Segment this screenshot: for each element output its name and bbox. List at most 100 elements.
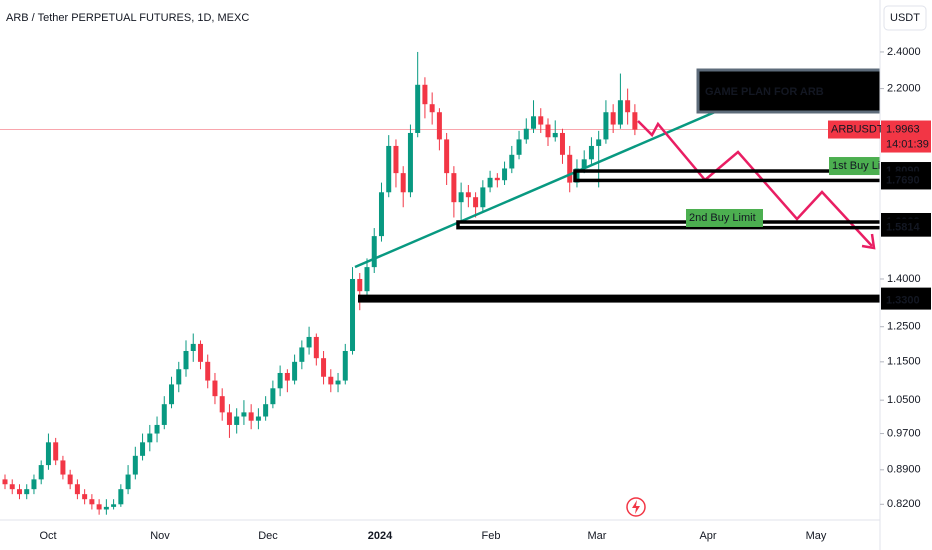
buy-zone [573,169,880,183]
zone-label-bg [829,157,880,176]
annotation-bg [696,68,880,114]
candle-body [407,132,413,193]
candle-body [169,384,175,405]
candle-body [190,343,196,351]
candle-body [603,112,609,140]
y-tick-label: 0.9700 [887,427,921,439]
currency[interactable]: USDT [890,12,920,24]
candle-body [342,350,348,381]
candle-body [53,442,59,461]
x-tick-label: Nov [150,530,170,542]
candle-body [306,336,312,348]
candle-body [270,388,276,405]
candle-body [494,177,500,181]
zone-label: 2nd Buy Limit [689,212,756,224]
candle-body [111,504,117,507]
plot-area: 1st Buy Limit 2nd Buy Limit GAME PLAN FOR … [0,51,880,515]
candle-body [321,358,327,377]
candle-body [161,404,167,425]
candle-body [263,404,269,417]
candle-body [284,372,290,381]
candle-body [400,173,406,193]
x-tick-label: Mar [588,530,607,542]
candle-body [248,412,254,421]
candle-body [567,154,573,183]
candle-body [147,433,153,443]
y-tick-label: 1.2500 [887,321,921,333]
candle-body [625,100,631,113]
candle-body [89,499,95,505]
candle-body [226,412,232,425]
candle-body [480,187,486,208]
candle-body [31,479,37,490]
symbol-label: ARBUSDT.P [831,123,893,135]
last-price-label: 1.9963 [886,123,920,135]
price-label-bg [881,291,931,310]
candle-body [2,479,8,485]
countdown-label: 14:01:39 [886,138,929,150]
candle-body [531,116,537,129]
y-tick-label: 2.4000 [887,46,921,58]
candle-body [299,347,305,362]
candle-body [364,267,370,292]
candle-body [140,442,146,456]
candle-body [357,278,363,292]
candle-body [67,474,73,485]
projection-arrow [861,233,876,250]
x-tick-label: Dec [258,530,278,542]
candle-body [255,416,261,421]
candle-body [335,380,341,385]
candle-body [96,504,102,510]
candle-body [386,145,392,193]
candle-body [581,159,587,169]
x-tick-label: Oct [39,530,56,542]
candle-body [451,173,457,203]
candle-body [444,139,450,174]
candle-body [436,112,442,140]
candle-body [132,455,138,475]
y-tick-label: 0.8900 [887,464,921,476]
candle-body [465,192,471,198]
candle-body [516,139,522,155]
candle-body [415,84,421,133]
y-tick-label: 1.0500 [887,394,921,406]
candle-body [538,116,544,125]
candle-body [328,376,334,385]
zone-label-bg [686,208,763,227]
candle-body [277,372,283,389]
candle-body [559,132,565,155]
price-label: 1.7690 [886,174,920,186]
candle-body [458,192,464,203]
candle-body [393,145,399,174]
annotation: GAME PLAN FOR ARB [705,86,824,98]
candle-body [574,168,580,183]
candle-body [45,442,51,466]
event-icon-bolt [632,500,640,514]
candle-body [212,380,218,397]
candle-body [176,369,182,385]
buy-zone [358,294,880,303]
candle-body [502,168,508,181]
candle-body [154,424,160,434]
candle-body [24,489,30,495]
candle-body [429,104,435,113]
price-label-bg [881,171,931,190]
candle-body [60,460,66,475]
candle-body [422,84,428,105]
candle-body [197,343,203,362]
candle-body [125,474,131,490]
chart-title: ARB / Tether PERPETUAL FUTURES, 1D, MEXC [6,12,249,24]
candle-body [371,236,377,268]
candle-body [378,192,384,237]
x-tick-label: Feb [482,530,501,542]
candle-body [610,112,616,125]
symbol-label-bg [828,120,880,139]
y-tick-label: 1.4000 [887,273,921,285]
x-tick-label: 2024 [368,530,393,542]
candle-body [205,361,211,381]
candle-body [183,350,189,370]
last-price-bg [881,120,931,153]
price-label: 1.5814 [886,222,921,234]
currency-button[interactable] [883,5,927,31]
